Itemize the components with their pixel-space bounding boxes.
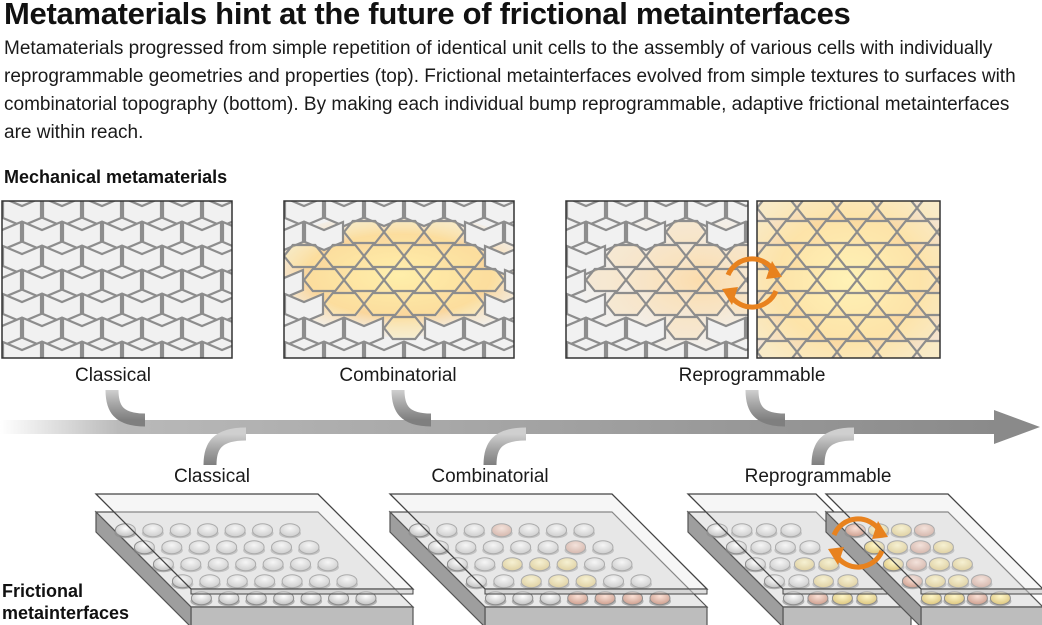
- fric-classical-plate: [94, 493, 415, 625]
- fric-combinatorial-plate: [388, 493, 709, 625]
- fric-reprogrammable-plate-right: [824, 493, 1042, 625]
- mech-reprogrammable-panel-right: [756, 200, 941, 359]
- frictional-heading-line1: Frictional: [2, 581, 84, 601]
- mechanical-metamaterials-heading: Mechanical metamaterials: [4, 167, 228, 187]
- frictional-metainterfaces-heading: Frictional metainterfaces: [2, 580, 162, 624]
- circular-arrows-icon: [722, 256, 782, 310]
- mech-combinatorial-panel: [283, 200, 515, 359]
- circular-arrows-icon: [828, 516, 888, 570]
- timeline-arrow: [0, 389, 1040, 466]
- mech-classical-panel: [1, 200, 233, 359]
- mech-reprogrammable-panel-left: [565, 200, 749, 359]
- fric-classical-label: Classical: [173, 466, 251, 487]
- fric-combinatorial-label: Combinatorial: [431, 466, 549, 487]
- figure-caption: Metamaterials progressed from simple rep…: [4, 38, 1016, 143]
- mech-classical-label: Classical: [74, 365, 152, 386]
- frictional-heading-line2: metainterfaces: [2, 603, 130, 623]
- mech-reprogrammable-label: Reprogrammable: [678, 365, 826, 386]
- figure-title: Metamaterials hint at the future of fric…: [4, 0, 851, 31]
- mech-combinatorial-label: Combinatorial: [339, 365, 457, 386]
- fric-reprogrammable-label: Reprogrammable: [744, 466, 892, 487]
